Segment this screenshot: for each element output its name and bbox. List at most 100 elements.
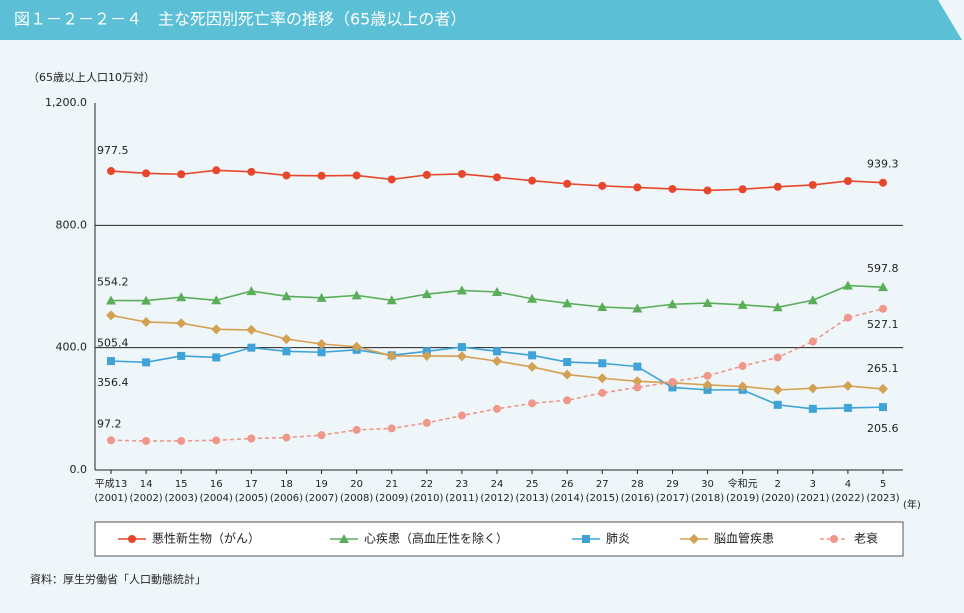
x-tick-label: 23 (456, 479, 469, 490)
y-tick-label: 0.0 (70, 463, 88, 476)
marker (737, 299, 748, 309)
marker (667, 299, 678, 309)
marker (421, 289, 432, 299)
x-tick-label: (2019) (726, 493, 759, 504)
legend-marker (830, 535, 838, 543)
marker (211, 295, 222, 305)
legend-marker (689, 534, 699, 544)
source: 資料：厚生労働省「人口動態統計」 (30, 572, 206, 586)
marker (457, 343, 466, 352)
x-tick-label: 20 (350, 479, 363, 490)
title: 図１－２－２－４ 主な死因別死亡率の推移（65歳以上の者） (14, 10, 466, 29)
marker (598, 181, 607, 190)
marker (702, 298, 713, 308)
marker (878, 282, 888, 292)
marker (843, 176, 852, 185)
marker (563, 396, 572, 405)
marker (352, 171, 361, 180)
marker (316, 292, 327, 302)
x-unit: (年) (903, 498, 921, 511)
marker (247, 434, 256, 443)
marker (879, 304, 887, 313)
marker (176, 292, 187, 302)
marker (281, 291, 292, 301)
marker (493, 173, 501, 182)
x-tick-label: 16 (210, 479, 223, 490)
marker (421, 350, 432, 361)
marker (212, 353, 221, 362)
marker (879, 178, 887, 187)
x-tick-label: (2016) (621, 493, 654, 504)
y-axis-label: （65歳以上人口10万対） (28, 70, 155, 84)
x-tick-label: 14 (140, 479, 153, 490)
marker (142, 358, 151, 367)
marker (843, 313, 852, 322)
marker (527, 361, 538, 372)
marker (212, 166, 221, 175)
marker (668, 377, 677, 386)
marker (633, 383, 642, 392)
marker (773, 400, 782, 409)
marker (456, 285, 467, 295)
marker (807, 383, 818, 394)
marker (386, 295, 397, 305)
x-tick-label: 2 (775, 479, 781, 490)
marker (597, 373, 608, 384)
marker (317, 171, 326, 180)
data-label: 939.3 (867, 158, 899, 171)
marker (456, 351, 467, 362)
x-tick-label: 28 (631, 479, 644, 490)
marker (703, 371, 712, 380)
legend-label: 心疾患（高血圧性を除く） (364, 531, 508, 546)
y-tick-label: 400.0 (56, 341, 88, 354)
marker (351, 290, 362, 300)
x-tick-label: 26 (561, 479, 574, 490)
marker (563, 179, 572, 188)
marker (107, 357, 115, 366)
marker (492, 287, 502, 297)
data-label: 977.5 (97, 144, 129, 157)
marker (738, 362, 747, 371)
legend-marker (582, 535, 590, 543)
x-tick-label: (2009) (375, 493, 408, 504)
x-tick-label: (2004) (200, 493, 233, 504)
marker (387, 175, 396, 184)
marker (387, 424, 396, 433)
marker (247, 167, 256, 176)
x-tick-label: 18 (280, 479, 293, 490)
x-tick-label: 25 (526, 479, 539, 490)
x-tick-label: (2008) (340, 493, 373, 504)
marker (177, 351, 186, 360)
data-label: 554.2 (97, 276, 129, 289)
marker (457, 411, 466, 420)
x-tick-label: 5 (880, 479, 886, 490)
legend-marker (128, 535, 136, 543)
data-label: 205.6 (867, 422, 899, 435)
marker (808, 180, 817, 189)
data-label: 597.8 (867, 262, 899, 275)
x-tick-label: (2002) (129, 493, 162, 504)
marker (879, 403, 887, 412)
marker (386, 350, 397, 361)
x-tick-label: (2005) (235, 493, 268, 504)
marker (212, 436, 221, 445)
marker (351, 341, 362, 352)
marker (211, 324, 222, 335)
x-tick-label: 15 (175, 479, 188, 490)
marker (563, 358, 572, 367)
marker (562, 369, 573, 380)
x-tick-label: (2011) (445, 493, 478, 504)
marker (632, 376, 643, 387)
y-tick-label: 1,200.0 (45, 96, 87, 109)
x-tick-label: 3 (810, 479, 816, 490)
marker (772, 302, 783, 312)
x-tick-label: (2014) (551, 493, 584, 504)
marker (842, 280, 853, 290)
marker (493, 404, 501, 413)
x-tick-label: 令和元 (728, 477, 758, 490)
data-label: 527.1 (867, 318, 899, 331)
marker (807, 295, 818, 305)
marker (492, 356, 502, 367)
marker (703, 186, 712, 195)
